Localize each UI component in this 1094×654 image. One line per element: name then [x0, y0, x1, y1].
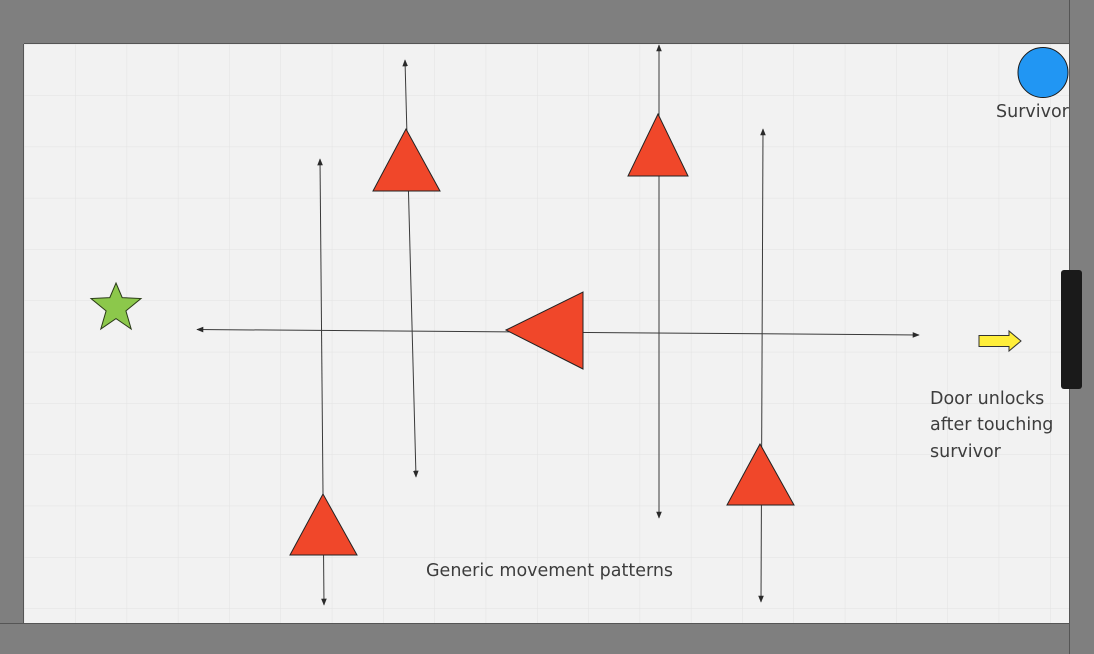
enemy-triangle-3: [289, 492, 358, 556]
survivor-circle: [1017, 47, 1069, 98]
enemy-triangle-left: [504, 291, 584, 370]
door-note-line-3: survivor: [930, 442, 1002, 462]
enemy-triangle-4: [726, 442, 795, 506]
right-arrow-icon: [978, 329, 1022, 353]
enemy-triangle-1: [372, 127, 441, 192]
survivor-label: Survivor: [996, 102, 1070, 122]
movement-note: Generic movement patterns: [426, 561, 673, 581]
wall-bottom: [0, 623, 1094, 654]
star-icon: [89, 281, 143, 331]
wall-left: [0, 0, 24, 654]
door-note-line-1: Door unlocks: [930, 389, 1044, 409]
door-note-line-2: after touching: [930, 415, 1053, 435]
enemy-triangle-2: [627, 112, 689, 177]
wall-top: [0, 0, 1094, 44]
door: [1061, 270, 1082, 389]
movement-path-vertical-4: [758, 128, 766, 603]
